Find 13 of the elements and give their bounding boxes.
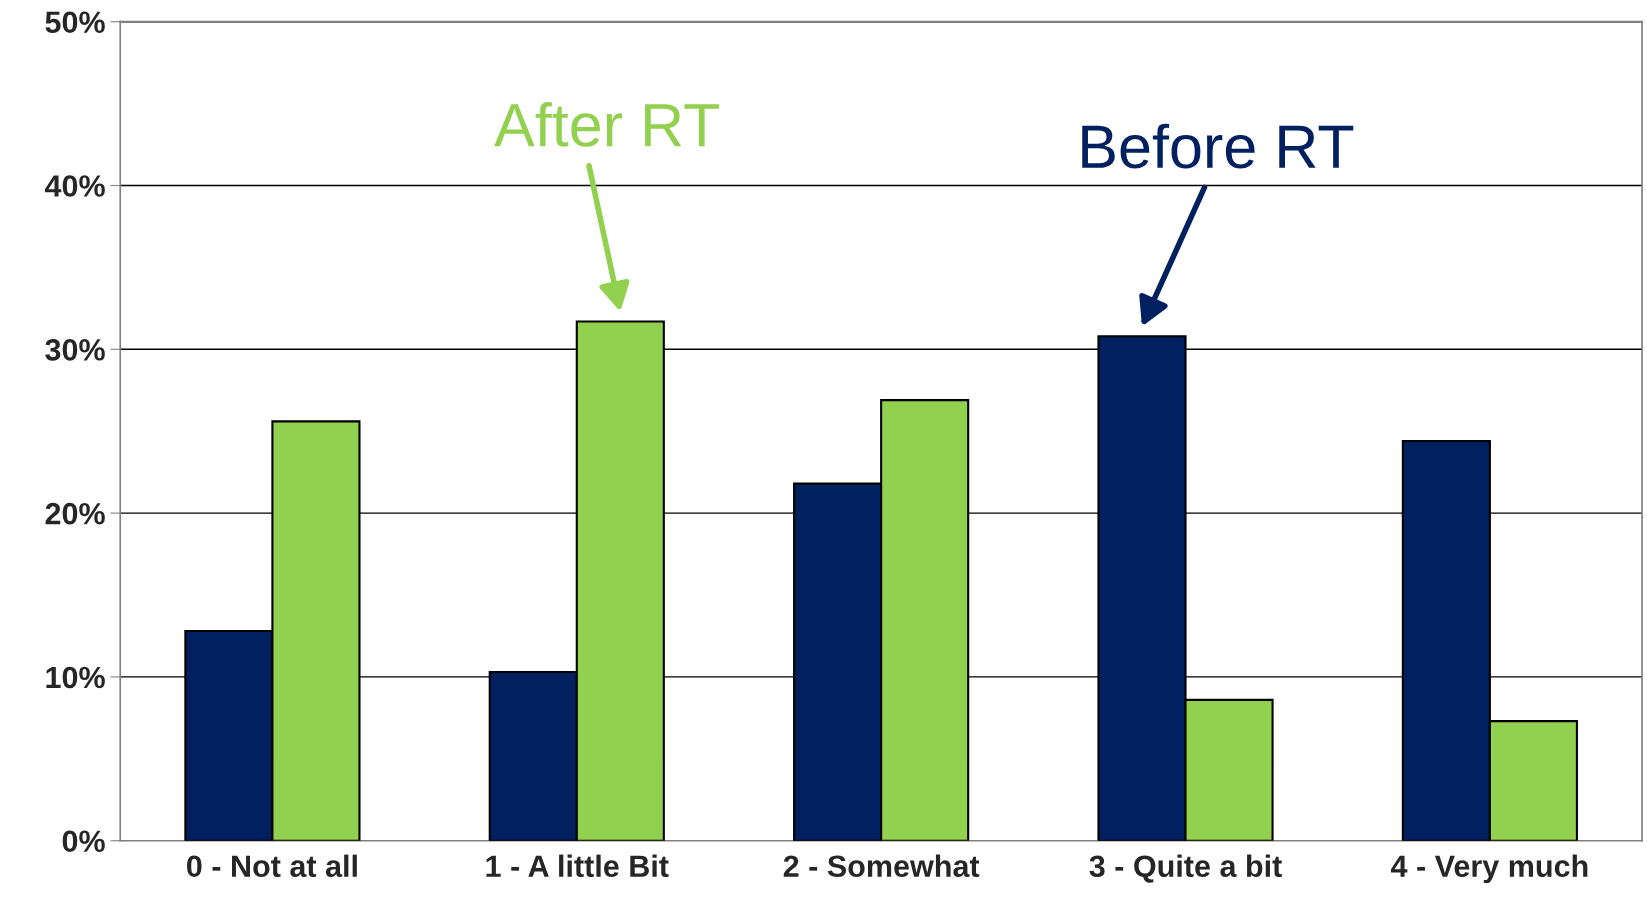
y-tick-label: 20% xyxy=(45,502,105,525)
y-tick-label: 0% xyxy=(62,830,105,853)
annotation: After RT xyxy=(494,101,720,147)
y-tick-label: 10% xyxy=(46,666,105,689)
x-tick-label: 2 - Somewhat xyxy=(783,854,980,878)
y-tick-label: 40% xyxy=(44,175,105,197)
x-tick-label: 3 - Quite a bit xyxy=(1089,854,1282,883)
x-tick-label: 0 - Not at all xyxy=(187,854,357,878)
y-tick-label: 30% xyxy=(45,339,105,361)
x-tick-label: 4 - Very much xyxy=(1390,854,1588,884)
x-tick-label: 1 - A little Bit xyxy=(486,854,669,878)
y-tick-label: 50% xyxy=(45,11,105,34)
annotation: Before RT xyxy=(1082,123,1354,169)
